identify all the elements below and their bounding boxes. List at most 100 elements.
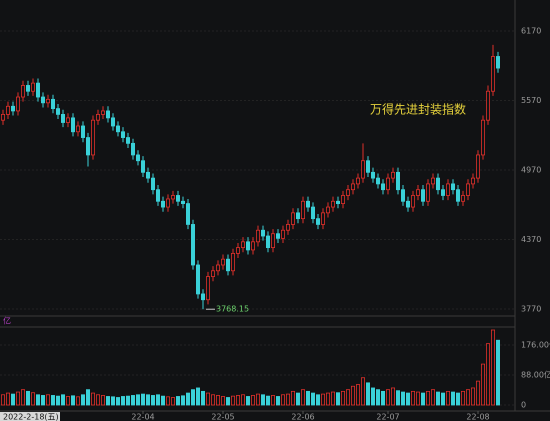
candle-body bbox=[355, 177, 360, 185]
volume-bar bbox=[6, 392, 11, 406]
volume-bar bbox=[325, 392, 330, 406]
volume-bar bbox=[435, 391, 440, 406]
volume-unit: 亿 bbox=[3, 316, 11, 326]
volume-bar bbox=[420, 392, 425, 406]
candle-body bbox=[280, 229, 285, 239]
volume-bar bbox=[280, 394, 285, 406]
volume-bar bbox=[96, 394, 101, 406]
volume-bar bbox=[195, 387, 200, 406]
candle-body bbox=[76, 125, 81, 133]
volume-bar bbox=[480, 363, 485, 406]
candle-body bbox=[385, 177, 390, 191]
candle-body bbox=[350, 183, 355, 191]
candle-body bbox=[455, 189, 460, 202]
volume-bar bbox=[410, 390, 415, 406]
candle-body bbox=[445, 183, 450, 196]
volume-bar bbox=[395, 390, 400, 406]
candle-body bbox=[345, 189, 350, 196]
candle-body bbox=[130, 142, 135, 156]
candle-body bbox=[330, 200, 335, 208]
volume-bar bbox=[305, 390, 310, 406]
vol-tick-label: 0 bbox=[521, 401, 526, 410]
volume-bar bbox=[300, 389, 305, 406]
volume-bar bbox=[91, 392, 96, 406]
candle-body bbox=[0, 114, 6, 121]
volume-bar bbox=[46, 394, 51, 406]
x-tick-label: 22-05 bbox=[211, 413, 234, 421]
volume-bar bbox=[390, 387, 395, 406]
volume-bar bbox=[450, 391, 455, 406]
candle-body bbox=[66, 117, 71, 123]
volume-bar bbox=[190, 389, 195, 406]
volume-bar bbox=[121, 396, 126, 406]
candle-body bbox=[150, 177, 155, 191]
volume-bar bbox=[135, 394, 140, 406]
volume-bar bbox=[320, 393, 325, 406]
candle-body bbox=[20, 85, 25, 98]
volume-bar bbox=[460, 390, 465, 406]
volume-bar bbox=[445, 390, 450, 406]
volume-bar bbox=[230, 395, 235, 406]
volume-bar bbox=[270, 395, 275, 406]
volume-bar bbox=[36, 394, 41, 406]
candle-body bbox=[490, 56, 495, 92]
candle-body bbox=[380, 183, 385, 191]
candle-body bbox=[440, 189, 445, 196]
volume-bar bbox=[405, 392, 410, 406]
volume-bar bbox=[86, 389, 91, 406]
candle-body bbox=[41, 96, 46, 104]
candle-body bbox=[435, 177, 440, 191]
candle-body bbox=[46, 98, 51, 104]
volume-bar bbox=[485, 343, 490, 406]
candle-body bbox=[225, 258, 230, 272]
volume-bar bbox=[205, 392, 210, 406]
volume-bar bbox=[470, 387, 475, 406]
candle-body bbox=[160, 200, 165, 208]
volume-bar bbox=[101, 395, 106, 406]
y-tick-label: 5570 bbox=[521, 96, 541, 105]
volume-bar bbox=[380, 390, 385, 406]
candle-body bbox=[395, 171, 400, 191]
candle-body bbox=[460, 195, 465, 202]
volume-bar bbox=[260, 394, 265, 406]
candle-body bbox=[205, 276, 210, 301]
candle-body bbox=[400, 189, 405, 202]
volume-bar bbox=[215, 395, 220, 406]
candle-body bbox=[315, 218, 320, 225]
volume-bar bbox=[245, 396, 250, 406]
volume-bar bbox=[126, 395, 131, 406]
volume-bar bbox=[116, 397, 121, 406]
candle-body bbox=[465, 183, 470, 196]
candle-body bbox=[81, 125, 86, 138]
candle-body bbox=[425, 183, 430, 202]
volume-bar bbox=[330, 391, 335, 406]
candle-body bbox=[450, 183, 455, 191]
candle-body bbox=[96, 114, 101, 121]
candle-body bbox=[71, 117, 76, 133]
candle-body bbox=[170, 195, 175, 200]
volume-bar bbox=[240, 394, 245, 406]
candle-body bbox=[470, 177, 475, 185]
volume-bar bbox=[145, 394, 150, 406]
candle-body bbox=[310, 206, 315, 220]
volume-bar bbox=[490, 329, 495, 406]
candle-body bbox=[325, 206, 330, 214]
candle-body bbox=[410, 195, 415, 208]
vol-tick-label: 88.00亿 bbox=[521, 370, 550, 380]
volume-bar bbox=[220, 396, 225, 406]
volume-bar bbox=[51, 395, 56, 406]
candle-body bbox=[365, 160, 370, 173]
volume-bar bbox=[425, 390, 430, 406]
candle-body bbox=[6, 105, 11, 115]
x-tick-label: 22-07 bbox=[376, 413, 399, 421]
volume-bar bbox=[41, 395, 46, 406]
candle-body bbox=[155, 189, 160, 202]
volume-bar bbox=[350, 385, 355, 406]
candle-body bbox=[210, 270, 215, 277]
candle-body bbox=[405, 200, 410, 208]
volume-bar bbox=[455, 392, 460, 406]
y-tick-label: 4970 bbox=[521, 166, 541, 175]
candle-body bbox=[30, 82, 35, 92]
volume-bar bbox=[415, 391, 420, 406]
